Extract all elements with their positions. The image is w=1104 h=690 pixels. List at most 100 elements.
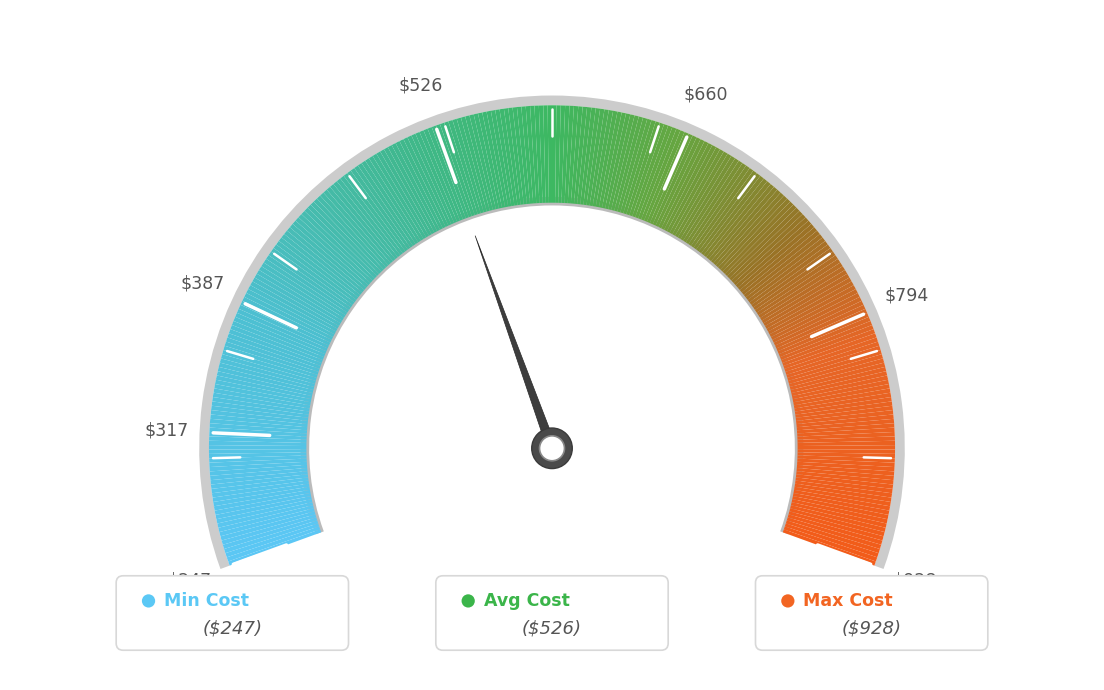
Wedge shape xyxy=(270,248,352,308)
Wedge shape xyxy=(530,106,540,204)
Wedge shape xyxy=(323,190,391,265)
Wedge shape xyxy=(793,493,890,515)
Wedge shape xyxy=(598,112,622,208)
Wedge shape xyxy=(212,480,309,497)
Wedge shape xyxy=(707,181,771,259)
Wedge shape xyxy=(756,259,840,315)
Wedge shape xyxy=(217,367,314,393)
Wedge shape xyxy=(775,305,866,348)
Wedge shape xyxy=(330,184,395,261)
Text: Min Cost: Min Cost xyxy=(164,592,250,610)
Wedge shape xyxy=(278,237,359,300)
Wedge shape xyxy=(412,134,454,224)
Wedge shape xyxy=(678,154,732,239)
Wedge shape xyxy=(216,499,312,524)
Wedge shape xyxy=(293,221,369,288)
Wedge shape xyxy=(340,176,403,255)
Wedge shape xyxy=(577,107,592,204)
Wedge shape xyxy=(778,317,871,357)
Wedge shape xyxy=(795,402,892,418)
Wedge shape xyxy=(796,471,893,484)
Wedge shape xyxy=(210,423,307,433)
Wedge shape xyxy=(264,259,348,315)
Wedge shape xyxy=(301,211,374,281)
Wedge shape xyxy=(782,325,873,363)
Circle shape xyxy=(540,436,564,461)
Wedge shape xyxy=(567,106,578,204)
Wedge shape xyxy=(794,388,891,408)
Wedge shape xyxy=(797,436,895,443)
Wedge shape xyxy=(596,111,617,207)
Wedge shape xyxy=(796,410,893,424)
Wedge shape xyxy=(797,462,894,471)
Wedge shape xyxy=(276,241,357,302)
Wedge shape xyxy=(233,317,326,357)
Wedge shape xyxy=(314,199,384,272)
Wedge shape xyxy=(697,170,757,251)
Wedge shape xyxy=(232,321,323,360)
Wedge shape xyxy=(644,130,684,221)
Wedge shape xyxy=(220,358,315,387)
Wedge shape xyxy=(766,282,853,331)
Text: Max Cost: Max Cost xyxy=(804,592,893,610)
Circle shape xyxy=(142,594,156,608)
Wedge shape xyxy=(562,106,570,203)
Wedge shape xyxy=(474,113,499,209)
Wedge shape xyxy=(783,329,875,366)
Wedge shape xyxy=(689,163,746,246)
Wedge shape xyxy=(771,293,860,340)
Circle shape xyxy=(461,594,475,608)
Wedge shape xyxy=(216,375,312,400)
Wedge shape xyxy=(777,313,869,354)
Wedge shape xyxy=(664,143,712,231)
Wedge shape xyxy=(539,106,545,203)
Wedge shape xyxy=(307,205,379,276)
Wedge shape xyxy=(797,428,894,437)
Wedge shape xyxy=(310,201,381,274)
Wedge shape xyxy=(787,514,882,545)
Text: ($247): ($247) xyxy=(202,620,263,638)
Wedge shape xyxy=(365,158,421,242)
Wedge shape xyxy=(226,526,320,562)
Wedge shape xyxy=(718,195,787,270)
Wedge shape xyxy=(259,266,343,321)
Wedge shape xyxy=(221,354,316,384)
Wedge shape xyxy=(626,121,660,215)
Wedge shape xyxy=(792,375,888,400)
Wedge shape xyxy=(210,468,308,480)
Wedge shape xyxy=(478,112,502,208)
Wedge shape xyxy=(242,297,331,343)
Wedge shape xyxy=(747,241,828,302)
Wedge shape xyxy=(217,502,314,528)
Wedge shape xyxy=(758,262,842,318)
Wedge shape xyxy=(534,106,542,203)
Wedge shape xyxy=(797,419,894,431)
Wedge shape xyxy=(709,184,774,261)
Wedge shape xyxy=(469,115,496,210)
Wedge shape xyxy=(797,423,894,433)
Wedge shape xyxy=(219,363,315,390)
Text: $247: $247 xyxy=(168,571,211,589)
Wedge shape xyxy=(384,147,435,234)
Wedge shape xyxy=(327,187,393,263)
Wedge shape xyxy=(343,173,405,253)
Wedge shape xyxy=(427,127,466,219)
Wedge shape xyxy=(482,112,506,208)
Wedge shape xyxy=(633,124,668,217)
Wedge shape xyxy=(790,367,887,393)
Wedge shape xyxy=(768,285,856,334)
Wedge shape xyxy=(713,190,781,265)
Text: $387: $387 xyxy=(181,275,225,293)
Wedge shape xyxy=(796,477,893,493)
Wedge shape xyxy=(499,108,518,206)
Wedge shape xyxy=(795,484,892,502)
Wedge shape xyxy=(289,224,367,290)
Wedge shape xyxy=(213,486,310,506)
Wedge shape xyxy=(262,262,346,318)
Wedge shape xyxy=(794,490,890,511)
Wedge shape xyxy=(372,154,426,239)
Wedge shape xyxy=(797,441,895,446)
Wedge shape xyxy=(790,505,885,532)
Wedge shape xyxy=(740,227,817,293)
Text: $928: $928 xyxy=(892,571,937,589)
